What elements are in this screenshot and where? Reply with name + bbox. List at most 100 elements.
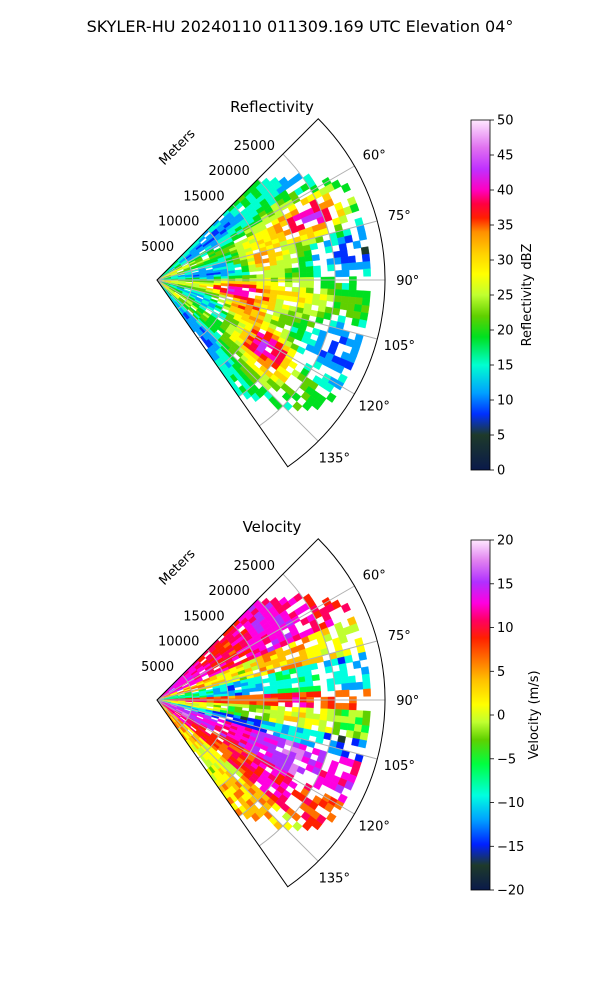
colorbar-tick-label: 15 <box>497 359 514 374</box>
field-cell <box>299 271 307 278</box>
field-cell <box>363 688 371 697</box>
field-cell <box>291 706 300 713</box>
field-cell <box>213 276 222 280</box>
field-cell <box>277 706 286 712</box>
field-cell <box>301 820 313 832</box>
azimuth-gridline <box>156 279 355 395</box>
field-cell <box>306 691 314 698</box>
range-axis-label: Meters <box>157 546 199 588</box>
range-tick-label: 15000 <box>183 189 224 204</box>
field-cell <box>341 262 350 271</box>
field-cell <box>338 663 348 672</box>
field-cell <box>333 257 342 265</box>
range-tick-label: 10000 <box>158 215 199 230</box>
colorbar-tick-label: 15 <box>497 577 514 592</box>
field-cell <box>348 709 357 718</box>
data-field <box>156 172 371 412</box>
field-cell <box>220 276 229 280</box>
colorbar-tick-label: −20 <box>497 884 524 899</box>
range-gridline <box>197 229 229 339</box>
field-cell <box>271 382 281 393</box>
colorbar-tick-label: 30 <box>497 254 514 269</box>
azimuth-tick-label: 105° <box>384 339 415 354</box>
field-cell <box>341 289 350 298</box>
field-cell <box>277 688 286 694</box>
field-cell <box>305 266 314 273</box>
colorbar-tick-label: 45 <box>497 149 514 164</box>
field-cell <box>312 685 321 693</box>
field-cell <box>309 729 319 738</box>
field-cell <box>263 269 272 275</box>
azimuth-gridline <box>156 699 355 815</box>
field-cell <box>185 280 193 283</box>
field-cell <box>344 654 354 664</box>
field-cell <box>298 681 307 688</box>
field-cell <box>242 274 250 279</box>
field-cell <box>309 309 319 318</box>
velocity-panel: Velocity 5000 10000 15000 20000 25000 60° 75°… <box>141 518 542 899</box>
field-cell <box>298 287 307 294</box>
field-cell <box>250 392 261 403</box>
field-cell <box>319 294 328 302</box>
azimuth-gridline <box>156 699 319 862</box>
azimuth-tick-label: 120° <box>359 819 390 834</box>
field-cell <box>338 214 349 225</box>
field-cell <box>334 690 343 698</box>
field-cell <box>327 288 336 296</box>
sector-outline <box>156 118 386 468</box>
field-cell <box>291 692 300 698</box>
panel-title: Velocity <box>243 518 302 536</box>
sector-frame <box>156 118 386 468</box>
range-gridline <box>258 573 336 847</box>
field-cell <box>242 701 250 706</box>
field-cell <box>309 242 319 251</box>
field-cell <box>362 261 371 270</box>
colorbar-ticks: 0 5 10 15 20 25 30 35 40 45 50 <box>490 114 514 479</box>
field-cell <box>333 715 342 723</box>
range-tick-label: 5000 <box>141 240 174 255</box>
sector-outline <box>156 538 386 888</box>
field-cell <box>235 275 243 279</box>
field-cell <box>338 634 349 645</box>
colorbar-tick-label: 0 <box>497 709 505 724</box>
field-cell <box>326 392 337 403</box>
field-cell <box>339 722 349 731</box>
field-cell <box>347 296 356 305</box>
colorbar <box>470 119 491 471</box>
field-cell <box>206 276 215 280</box>
azimuth-tick-label: 105° <box>384 759 415 774</box>
range-gridline <box>177 254 194 310</box>
field-cell <box>361 673 371 683</box>
field-cell <box>261 677 270 684</box>
field-cell <box>241 691 250 696</box>
azimuth-gridline <box>156 585 355 701</box>
colorbar-tick-label: 25 <box>497 289 514 304</box>
field-cell <box>291 272 300 278</box>
field-cell <box>284 267 293 274</box>
field-cell <box>361 253 371 263</box>
field-cell <box>353 724 363 733</box>
range-tick-labels: 5000 10000 15000 20000 25000 <box>141 139 275 255</box>
azimuth-tick-label: 90° <box>396 694 419 709</box>
field-cell <box>291 687 300 694</box>
field-cell <box>313 271 322 278</box>
colorbar-label: Velocity (m/s) <box>527 670 542 759</box>
azimuth-tick-label: 120° <box>359 399 390 414</box>
field-cell <box>361 297 371 307</box>
azimuth-tick-label: 135° <box>319 451 350 466</box>
field-cell <box>320 702 329 710</box>
field-cell <box>284 687 293 694</box>
azimuth-gridline <box>156 640 378 701</box>
field-cell <box>270 281 279 287</box>
range-gridline <box>218 624 265 788</box>
field-cell <box>242 281 250 286</box>
field-cell <box>248 287 257 293</box>
azimuth-tick-labels: 60° 75° 90° 105° 120° 135° <box>319 149 420 467</box>
field-cell <box>299 702 307 709</box>
colorbar-tick-label: 40 <box>497 184 514 199</box>
field-cell <box>362 710 371 719</box>
field-cell <box>363 268 371 277</box>
range-gridline <box>218 204 265 368</box>
field-cell <box>276 264 286 270</box>
field-cell <box>326 714 335 722</box>
